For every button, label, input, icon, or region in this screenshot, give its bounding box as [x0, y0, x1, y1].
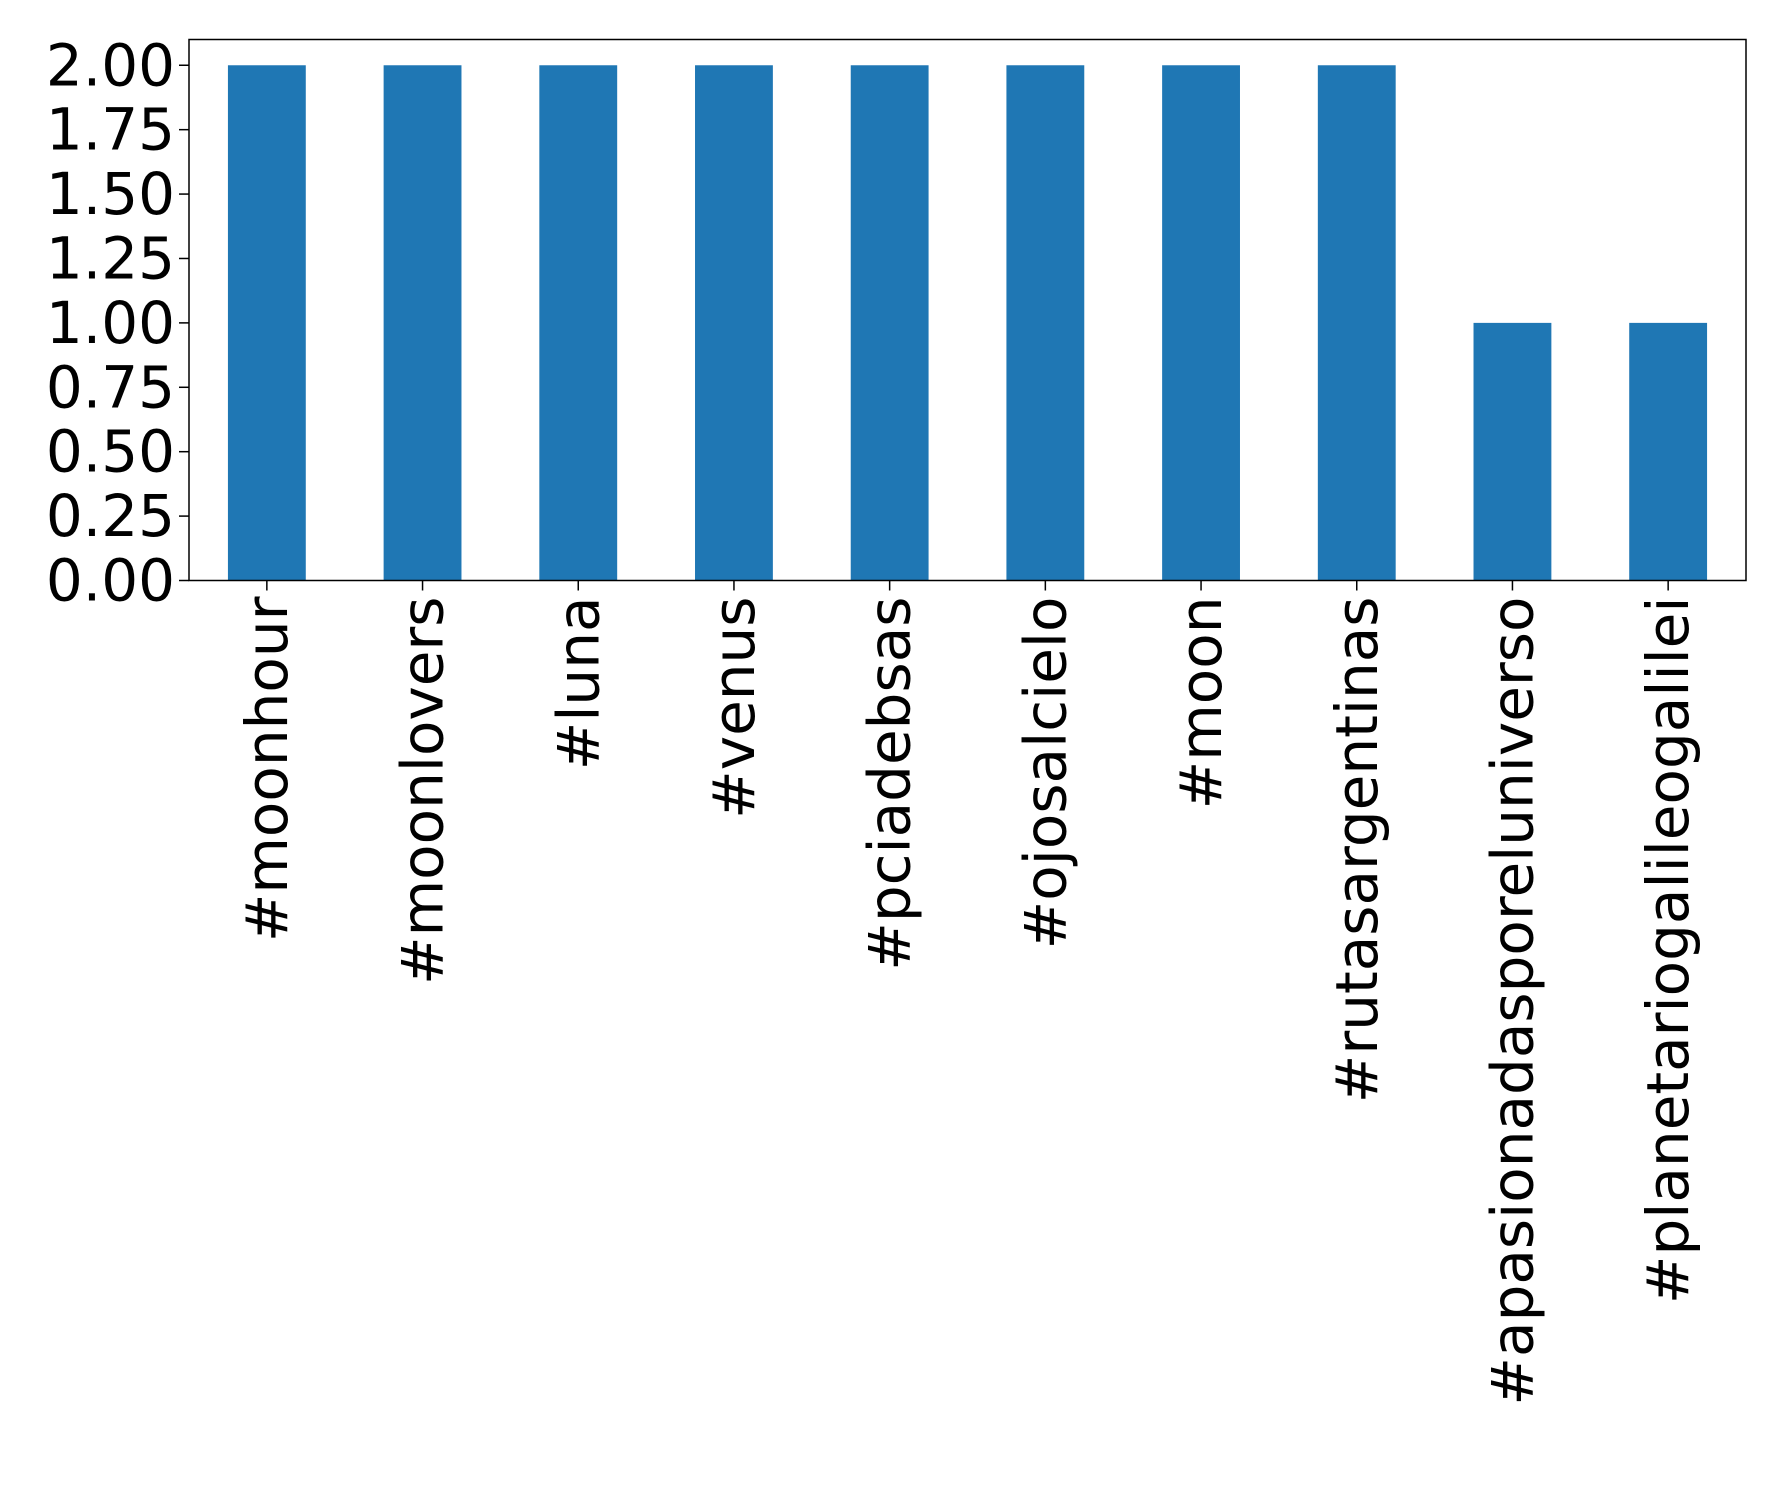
plot-frame	[188, 38, 1747, 582]
y-tick-label: 0.75	[46, 353, 175, 421]
y-tick-label: 0.50	[46, 418, 175, 486]
x-tick-label: #venus	[700, 597, 768, 819]
bar	[695, 65, 773, 581]
bar	[539, 65, 618, 581]
bar	[850, 65, 929, 581]
y-axis: 0.000.250.500.751.001.251.501.752.00	[46, 31, 189, 615]
bar	[227, 65, 306, 581]
bar	[383, 65, 462, 581]
bar	[1629, 322, 1708, 581]
x-axis: #moonhour #moonlovers #luna #venus #pciadebs…	[233, 580, 1702, 1406]
y-tick-label: 1.00	[46, 289, 175, 357]
x-tick-label: #apasionadasporeluniverso	[1478, 597, 1546, 1406]
bar	[1317, 65, 1396, 581]
bars-group	[227, 65, 1708, 581]
bar	[1473, 322, 1552, 581]
x-tick-label: #pciadebsas	[856, 597, 924, 971]
x-tick-label: #moonlovers	[389, 597, 457, 986]
y-tick-label: 2.00	[46, 31, 175, 99]
x-tick-label: #moonhour	[233, 596, 301, 942]
x-tick-label: #rutasargentinas	[1323, 597, 1391, 1104]
y-tick-label: 0.00	[46, 547, 175, 615]
y-tick-label: 1.25	[46, 224, 175, 292]
bar	[1006, 65, 1085, 581]
y-tick-label: 0.25	[46, 482, 175, 550]
x-tick-label: #luna	[544, 597, 612, 771]
y-tick-label: 1.50	[46, 160, 175, 228]
x-tick-label: #moon	[1167, 597, 1235, 810]
y-tick-label: 1.75	[46, 96, 175, 164]
bar	[1162, 65, 1240, 581]
x-tick-label: #ojosalcielo	[1011, 597, 1079, 950]
x-tick-label: #planetariogalileogalilei	[1634, 596, 1702, 1304]
